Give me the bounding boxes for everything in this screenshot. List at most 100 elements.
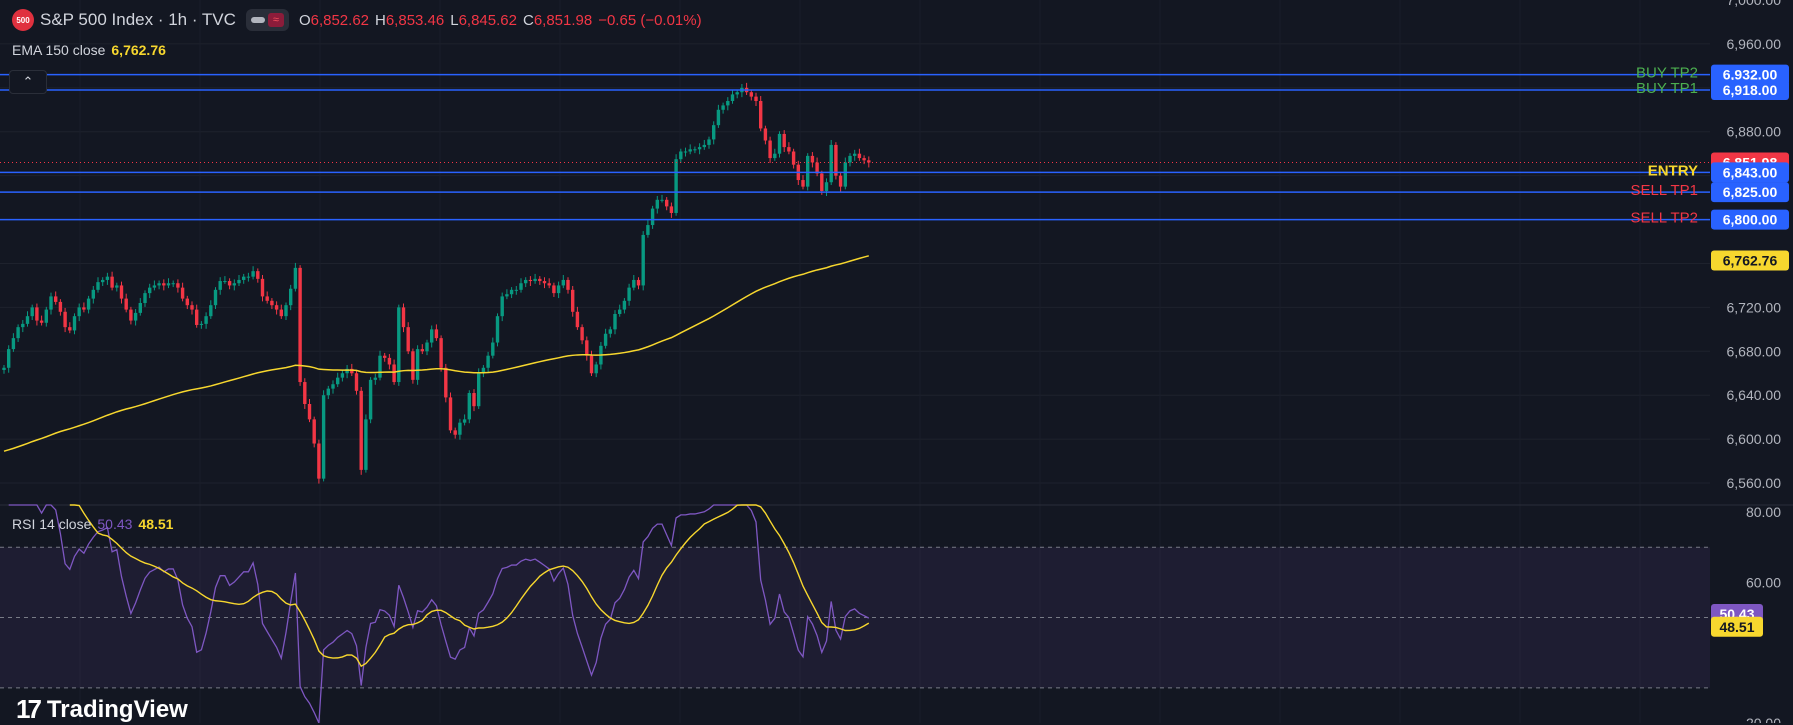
collapse-legend-button[interactable]: ⌃ (9, 70, 47, 94)
candle-body (556, 285, 561, 294)
price-tag-label: 6,800.00 (1723, 212, 1778, 228)
candle-body (829, 144, 833, 183)
candle-body (260, 278, 265, 297)
candle-body (392, 364, 396, 383)
candle-body (589, 355, 594, 374)
candle-body (472, 393, 476, 407)
price-tag-label: 6,843.00 (1723, 164, 1778, 180)
candle-body (129, 309, 133, 321)
rsi-ma-line (69, 504, 870, 668)
candle-body (542, 281, 547, 284)
candle-body (862, 158, 866, 161)
candle-body (500, 296, 504, 317)
ohlc-l: L6,845.62 (450, 12, 517, 29)
price-tag: 6,843.00 (1711, 162, 1789, 183)
candle-body (166, 283, 171, 286)
price-tick-label: 6,720.00 (1727, 299, 1782, 315)
candle-body (406, 327, 410, 352)
rsi-legend-value: 50.43 (97, 516, 133, 532)
candle-body (430, 329, 434, 343)
candle-body (148, 287, 152, 294)
price-tag-label: 6,932.00 (1723, 67, 1778, 83)
candle-body (594, 364, 598, 374)
ema-legend[interactable]: EMA 150 close 6,762.76 (12, 42, 166, 58)
ohlc-key: H (375, 12, 386, 29)
price-tag: 6,825.00 (1711, 182, 1789, 203)
candle-body (105, 276, 110, 280)
candle-body (171, 283, 175, 285)
price-tag: 6,918.00 (1711, 80, 1789, 101)
candle-body (11, 338, 16, 350)
candle-body (467, 393, 471, 420)
symbol-title[interactable]: S&P 500 Index · 1h · TVC (40, 10, 236, 29)
candle-body (838, 175, 843, 187)
candle-body (199, 323, 204, 325)
tradingview-logo[interactable]: 17 TradingView (16, 694, 188, 725)
rsi-legend[interactable]: RSI 14 close 50.43 48.51 (12, 516, 173, 532)
candle-body (679, 151, 683, 160)
candle-body (641, 234, 645, 286)
candle-body (514, 289, 518, 291)
candle-body (209, 305, 213, 317)
symbol-header: 500 S&P 500 Index · 1h · TVC ≈ O6,852.62… (12, 8, 702, 32)
ohlc-key: C (522, 12, 534, 29)
candle-body (787, 147, 791, 152)
candle-body (256, 271, 260, 279)
candle-body (580, 327, 584, 341)
candle-body (716, 109, 721, 126)
candle-body (44, 309, 48, 323)
candle-body (321, 395, 326, 479)
candle-body (72, 316, 77, 331)
candle-body (566, 279, 570, 290)
ohlc-o: O6,852.62 (299, 12, 369, 29)
chevron-up-icon: ⌃ (22, 74, 34, 89)
candle-body (30, 307, 34, 317)
candle-body (660, 199, 664, 201)
candle-body (317, 443, 321, 479)
rsi-ma-legend-value: 48.51 (138, 516, 174, 532)
candle-body (246, 276, 251, 278)
price-tick-label: 6,880.00 (1727, 124, 1782, 140)
candle-body (218, 281, 222, 290)
candle-body (773, 153, 777, 159)
candle-body (162, 283, 166, 286)
minus-icon (250, 17, 265, 23)
candle-body (58, 301, 63, 312)
candle-body (16, 327, 20, 339)
candle-body (491, 342, 495, 356)
candle-body (697, 147, 702, 150)
candle-body (152, 285, 157, 288)
candle-body (867, 160, 871, 163)
price-change: −0.65 (−0.01%) (598, 11, 702, 29)
price-tag: 6,800.00 (1711, 209, 1789, 230)
candle-body (538, 278, 542, 282)
candle-body (730, 94, 735, 101)
level-label: BUY TP1 (1636, 80, 1698, 97)
candle-body (547, 283, 551, 286)
candle-body (242, 276, 246, 280)
ohlc-value: 6,852.62 (310, 12, 369, 29)
candle-body (227, 281, 232, 286)
candle-body (77, 307, 81, 317)
ohlc-h: H6,853.46 (375, 12, 444, 29)
wave-icon: ≈ (267, 13, 284, 27)
tradingview-logo-icon: 17 (16, 694, 42, 724)
candle-body (693, 149, 697, 151)
candle-body (425, 342, 429, 352)
ema-legend-value: 6,762.76 (111, 42, 166, 58)
candle-body (495, 316, 500, 343)
ohlc-c: C6,851.98 (523, 12, 592, 29)
ohlc-values: O6,852.62 H6,853.46 L6,845.62 C6,851.98 (299, 10, 598, 30)
candle-body (35, 307, 39, 321)
market-status-toggle[interactable]: ≈ (245, 9, 289, 31)
candle-body (448, 397, 453, 431)
candle-body (420, 349, 424, 352)
price-tick-label: 6,680.00 (1727, 343, 1782, 359)
candle-body (195, 309, 199, 325)
candle-body (552, 285, 556, 294)
candle-body (354, 373, 359, 391)
candle-body (180, 287, 185, 299)
candle-body (585, 340, 589, 356)
